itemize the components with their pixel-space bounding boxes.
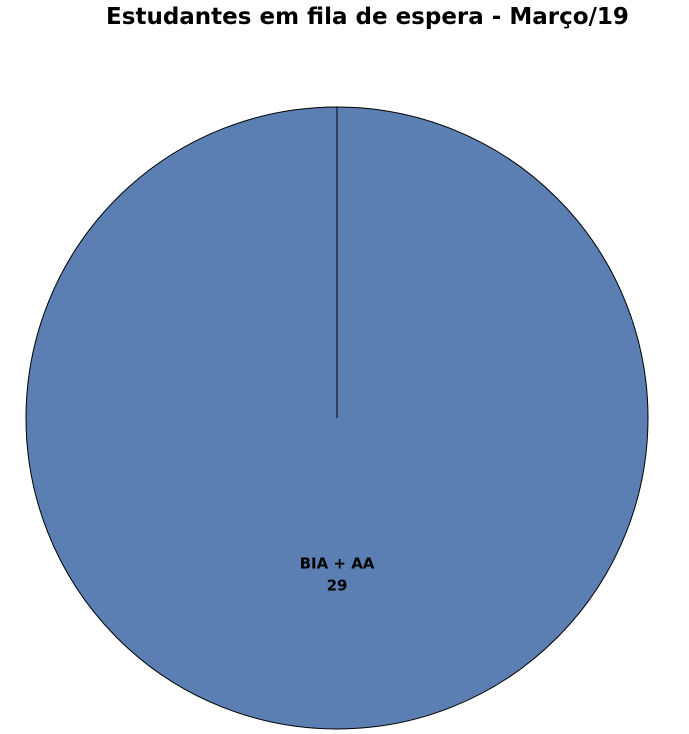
- chart-title: Estudantes em fila de espera - Março/19: [106, 4, 629, 30]
- slice-value-label: 29: [327, 577, 348, 595]
- slice-category-label: BIA + AA: [300, 555, 375, 573]
